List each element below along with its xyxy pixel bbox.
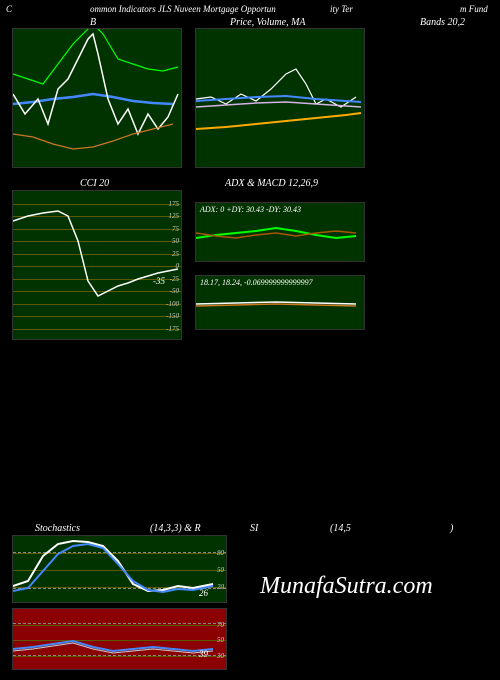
adx-sub-1: 18.17, 18.24, -0.069999999999997	[195, 275, 365, 330]
adx-macd-title: ADX & MACD 12,26,9	[225, 178, 318, 189]
price-ma-chart	[195, 28, 365, 168]
adx-macd-chart: ADX: 0 +DY: 30.43 -DY: 30.43 18.17, 18.2…	[195, 190, 365, 340]
cci-chart: 1751257550250-25-50-100-150-175-35	[12, 190, 182, 340]
price-ma-title: Price, Volume, MA	[230, 17, 306, 28]
stoch-title-right2: )	[450, 523, 453, 534]
bollinger-chart	[12, 28, 182, 168]
adx-sub-0: ADX: 0 +DY: 30.43 -DY: 30.43	[195, 202, 365, 262]
header-left: C	[6, 4, 12, 14]
stoch-title-mid: (14,3,3) & R	[150, 523, 201, 534]
stoch-title-mid2: SI	[250, 523, 258, 534]
cci-title: CCI 20	[80, 178, 109, 189]
header-r1: ity Ter	[330, 4, 353, 14]
stochastics-chart: 80502026	[12, 535, 227, 603]
stoch-title-left: Stochastics	[35, 523, 80, 534]
bollinger-title: B	[90, 17, 96, 28]
stoch-title-right: (14,5	[330, 523, 351, 534]
header-mid: ommon Indicators JLS Nuveen Mortgage Opp…	[90, 4, 276, 14]
watermark: MunafaSutra.com	[260, 573, 433, 600]
bollinger-title-right: Bands 20,2	[420, 17, 465, 28]
header-r2: m Fund	[460, 4, 488, 14]
rsi-chart: 70503039	[12, 608, 227, 670]
